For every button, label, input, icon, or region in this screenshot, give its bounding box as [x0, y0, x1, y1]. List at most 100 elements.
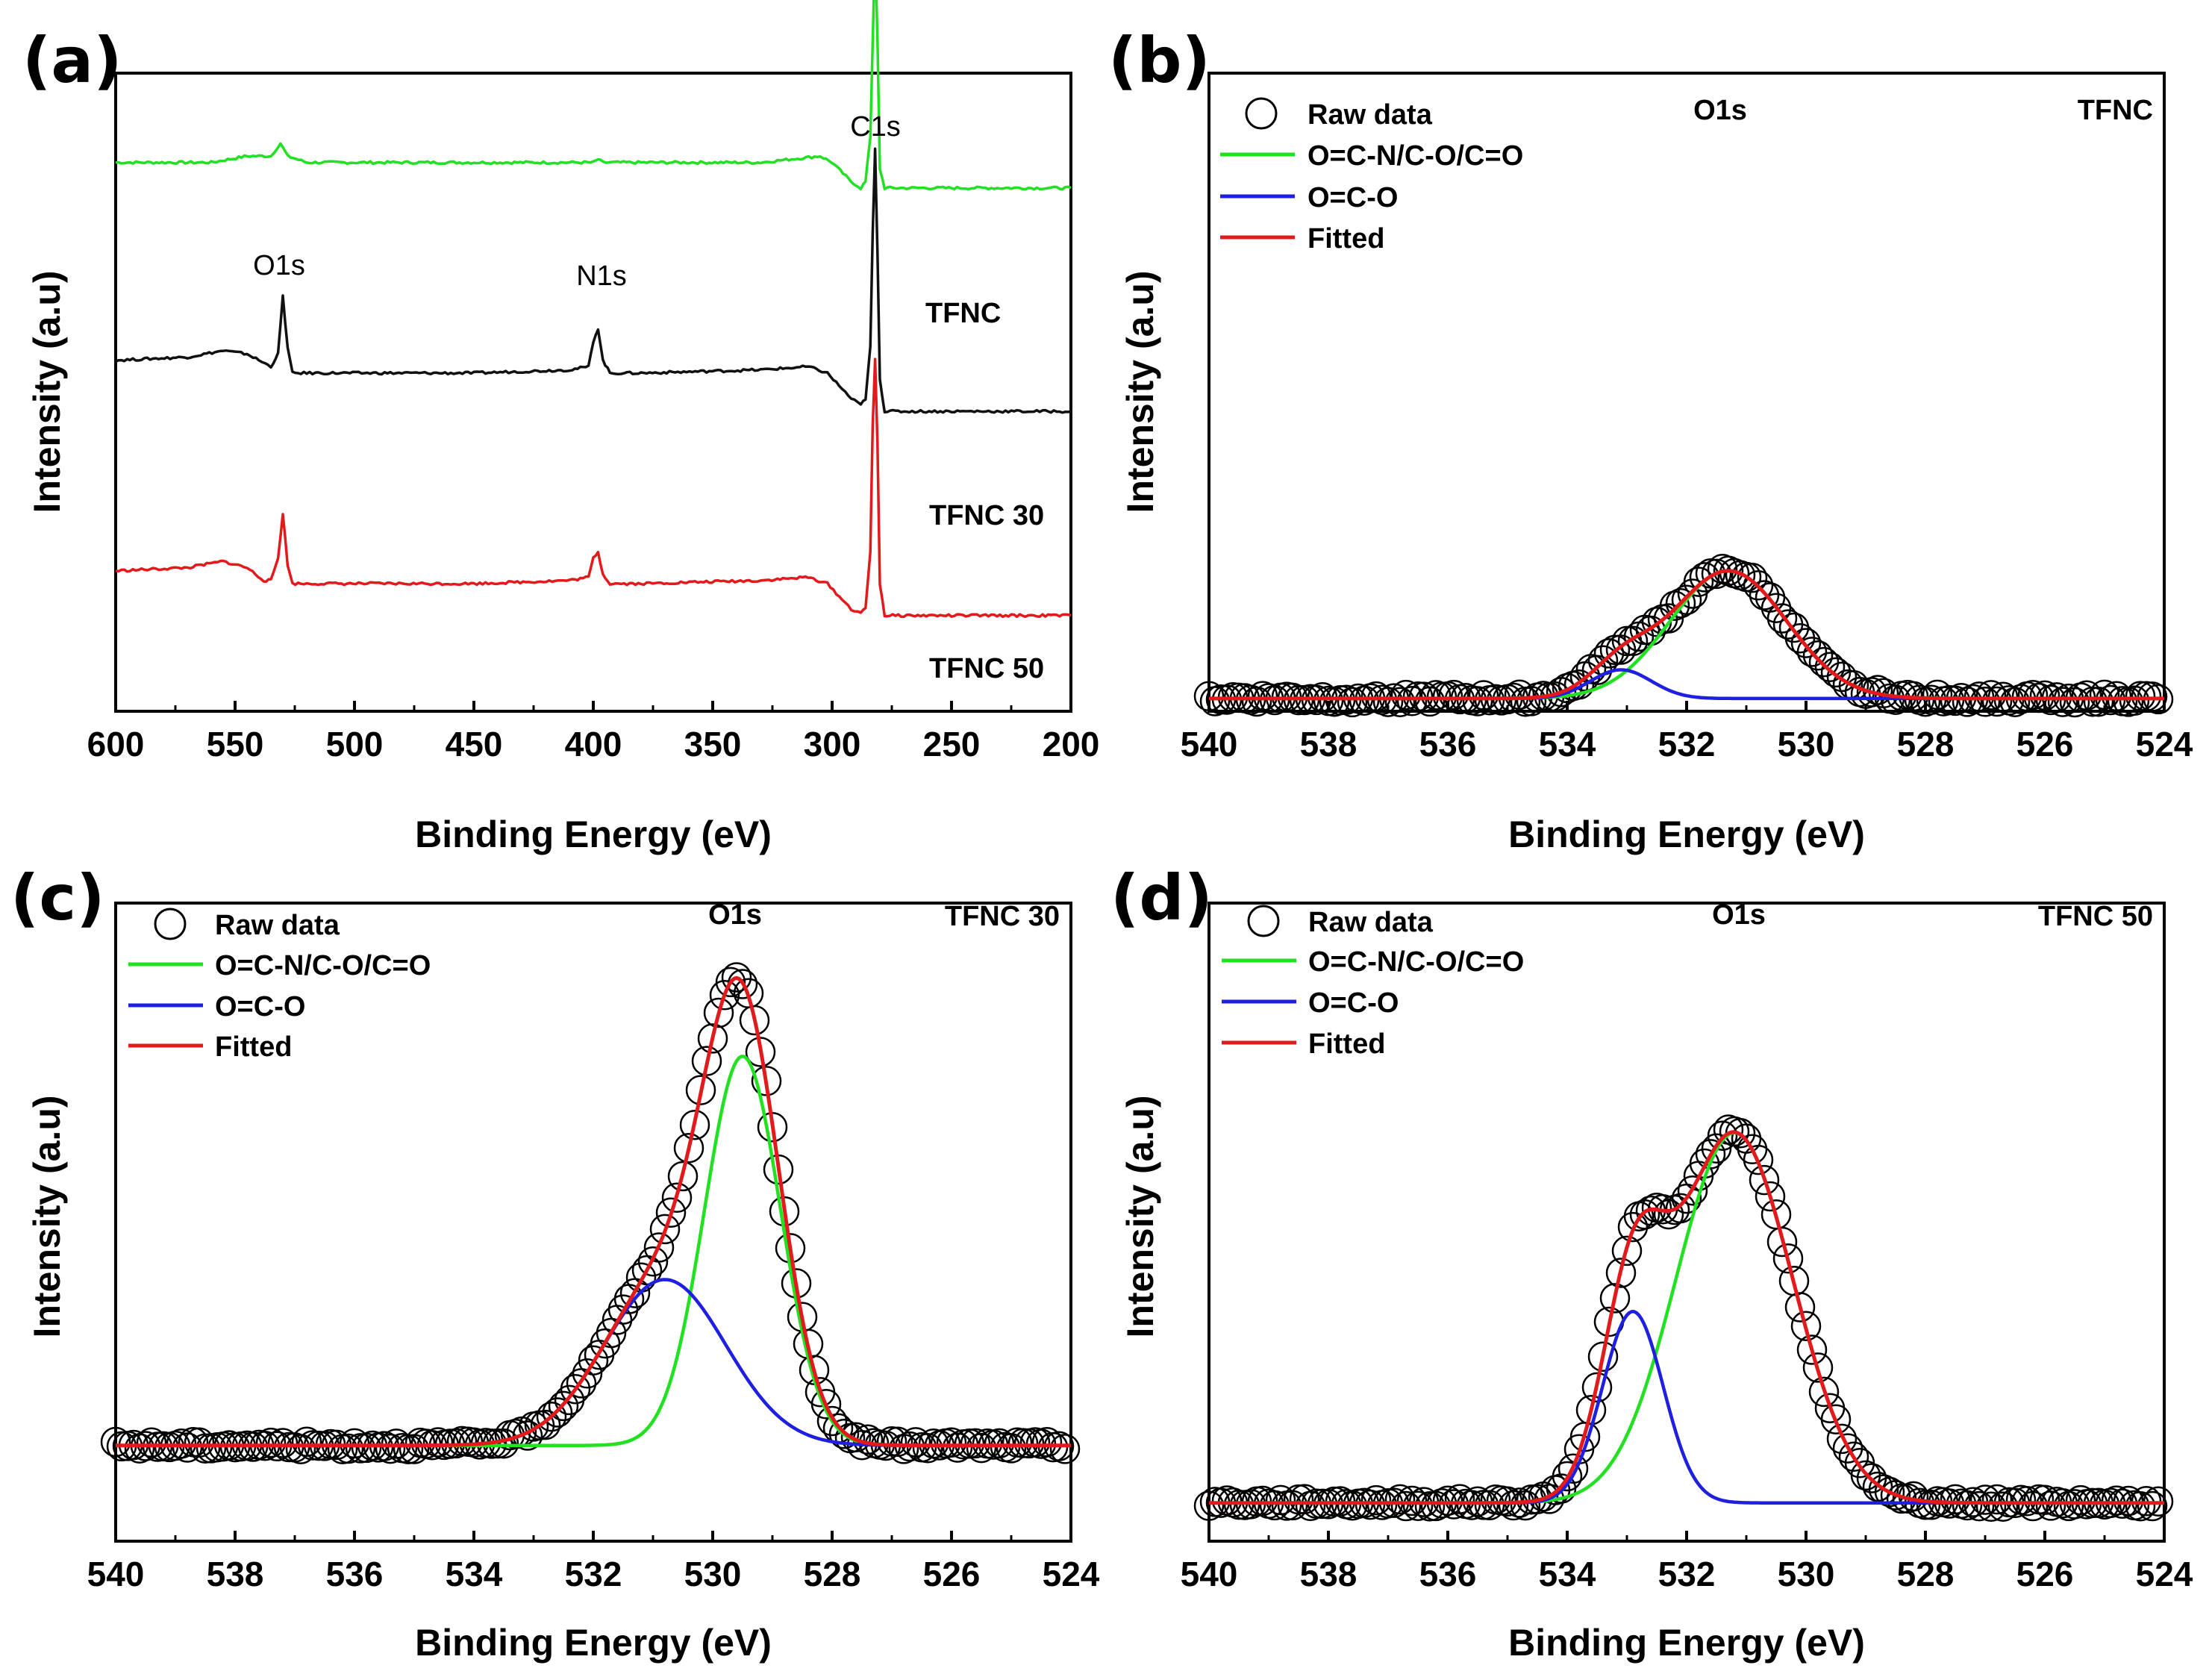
raw-data-point [1671, 584, 1702, 616]
raw-data-point [661, 1182, 693, 1214]
raw-data-point [2125, 1490, 2156, 1522]
component-curve [1209, 1310, 2164, 1505]
panel-d-xlabel: Binding Energy (eV) [1508, 1622, 1865, 1664]
legend-red-label: Fitted [1307, 223, 1384, 255]
x-tick-label: 538 [1300, 1555, 1357, 1593]
legend-green-label: O=C-N/C-O/C=O [1308, 946, 1524, 978]
raw-data-point [1247, 1485, 1278, 1517]
raw-data-point [1808, 646, 1840, 678]
legend-red-label: Fitted [1308, 1028, 1385, 1060]
series-line-tfnc30 [115, 147, 1072, 414]
raw-data-point [1707, 1120, 1738, 1151]
panel-c-title: O1s [708, 899, 762, 931]
raw-data-point [1193, 1490, 1225, 1521]
raw-data-point [1743, 570, 1774, 601]
raw-data-point [2101, 1485, 2132, 1516]
raw-data-point [1975, 1491, 2007, 1523]
legend-red-label: Fitted [215, 1031, 292, 1063]
raw-data-point [1910, 1490, 1941, 1520]
panel-b-xlabel: Binding Energy (eV) [1508, 814, 1865, 855]
fitted-curve [1209, 569, 2164, 701]
x-tick-label: 534 [1539, 725, 1596, 764]
x-tick-label: 450 [446, 725, 503, 764]
panel-c-legend: Raw data O=C-N/C-O/C=O O=C-O Fitted [128, 908, 431, 1063]
raw-data-point [1295, 1490, 1326, 1522]
raw-data-point [1755, 1181, 1786, 1212]
raw-data-point [1432, 1485, 1463, 1517]
raw-data-point [1766, 1226, 1798, 1258]
raw-data-point [1599, 1283, 1631, 1314]
panel-d-x-ticks: 540 538 536 534 532 530 528 526 524 [1181, 1531, 2193, 1593]
raw-data-point [1599, 634, 1631, 666]
raw-data-point [2089, 679, 2120, 711]
panel-a-x-ticks: 600 550 500 450 400 350 300 250 200 [87, 701, 1100, 764]
series-line-tfnc50 [115, 357, 1072, 619]
raw-data-point [1981, 686, 2013, 717]
raw-data-point [936, 1427, 967, 1458]
panel-a-series [115, 0, 1072, 619]
raw-data-point [1289, 1484, 1320, 1514]
raw-data-point [1808, 1376, 1840, 1408]
raw-data-point [1880, 1480, 1911, 1511]
raw-data-point [1049, 1434, 1081, 1464]
raw-data-point [1360, 1484, 1392, 1516]
panel-c-x-ticks: 540 538 536 534 532 530 528 526 524 [87, 1531, 1100, 1593]
raw-data-point [1456, 1490, 1487, 1520]
raw-data-point [136, 1427, 167, 1458]
raw-data-point [2029, 680, 2061, 711]
raw-data-point [1349, 685, 1380, 716]
raw-data-point [1743, 1144, 1774, 1175]
raw-data-point [548, 1390, 579, 1422]
raw-data-point [655, 1197, 687, 1228]
fitted-curve [1209, 1130, 2164, 1505]
x-tick-label: 540 [87, 1555, 145, 1593]
legend-green-label: O=C-N/C-O/C=O [215, 950, 431, 981]
legend-raw-marker [1245, 97, 1278, 130]
panel-b-raw-data [1193, 553, 2174, 718]
raw-data-point [2119, 685, 2150, 716]
raw-data-point [422, 1427, 454, 1458]
raw-data-point [673, 1132, 704, 1164]
raw-data-point [816, 1405, 848, 1437]
x-tick-label: 350 [684, 725, 742, 764]
panel-c-fit-curves [116, 975, 1071, 1448]
raw-data-point [339, 1428, 370, 1459]
raw-data-point [1414, 686, 1446, 717]
raw-data-point [1241, 686, 1272, 717]
panel-b-x-ticks: 540 538 536 534 532 530 528 526 524 [1181, 701, 2193, 764]
raw-data-point [500, 1419, 531, 1449]
fitted-curve [116, 975, 1071, 1448]
raw-data-point [882, 1426, 913, 1457]
raw-data-point [691, 1046, 722, 1076]
raw-data-point [667, 1161, 699, 1192]
raw-data-point [703, 997, 734, 1028]
raw-data-point [1402, 1490, 1434, 1521]
x-tick-label: 530 [1778, 725, 1835, 764]
x-tick-label: 540 [1181, 725, 1238, 764]
x-tick-label: 524 [2136, 1555, 2193, 1593]
raw-data-point [709, 980, 740, 1011]
raw-data-point [966, 1432, 997, 1464]
raw-data-point [1396, 686, 1428, 716]
raw-data-point [1683, 566, 1714, 597]
panel-b-fit-curves [1209, 569, 2164, 701]
raw-data-point [1031, 1426, 1063, 1458]
raw-data-point [2125, 681, 2156, 711]
legend-blue-label: O=C-O [1308, 987, 1399, 1019]
raw-data-point [530, 1409, 561, 1440]
legend-raw-label: Raw data [215, 910, 340, 941]
raw-data-point [267, 1428, 299, 1458]
raw-data-point [679, 1109, 710, 1140]
raw-data-point [2047, 687, 2078, 717]
x-tick-label: 200 [1043, 725, 1100, 764]
peak-label-c1s: C1s [850, 111, 901, 143]
raw-data-point [1468, 680, 1499, 711]
raw-data-point [1981, 1484, 2013, 1515]
x-tick-label: 538 [207, 1555, 264, 1593]
raw-data-point [1790, 1311, 1822, 1341]
raw-data-point [1438, 679, 1469, 711]
panel-d-sample: TFNC 50 [2038, 901, 2153, 932]
raw-data-point [1337, 687, 1368, 718]
x-tick-label: 524 [1043, 1555, 1100, 1593]
panel-b-o1s-tfnc: 540 538 536 534 532 530 528 526 524 Binding Ener… [1119, 72, 2193, 855]
